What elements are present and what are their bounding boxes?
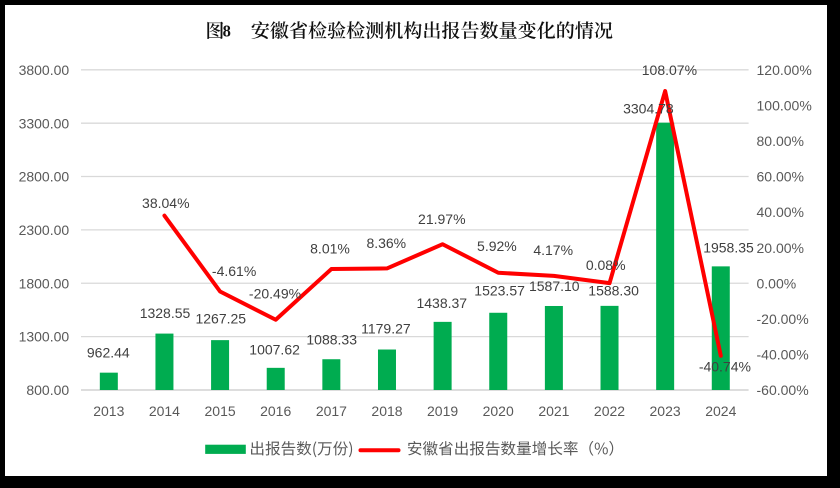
svg-text:2300.00: 2300.00 xyxy=(19,222,70,238)
svg-text:1438.37: 1438.37 xyxy=(416,295,467,311)
svg-text:3304.78: 3304.78 xyxy=(623,100,674,116)
svg-text:1587.10: 1587.10 xyxy=(529,278,580,294)
svg-text:8.36%: 8.36% xyxy=(366,235,406,251)
svg-text:60.00%: 60.00% xyxy=(757,169,804,185)
svg-text:2021: 2021 xyxy=(538,403,569,419)
svg-text:1523.57: 1523.57 xyxy=(474,282,525,298)
svg-text:800.00: 800.00 xyxy=(26,382,69,398)
svg-text:5.92%: 5.92% xyxy=(477,238,517,254)
svg-text:-20.49%: -20.49% xyxy=(249,286,301,302)
svg-text:2020: 2020 xyxy=(483,403,514,419)
svg-text:1088.33: 1088.33 xyxy=(306,332,357,348)
svg-text:1958.35: 1958.35 xyxy=(703,240,754,256)
svg-text:2018: 2018 xyxy=(371,403,402,419)
svg-text:2023: 2023 xyxy=(650,403,681,419)
svg-text:20.00%: 20.00% xyxy=(757,240,804,256)
svg-text:1800.00: 1800.00 xyxy=(19,275,70,291)
svg-text:2014: 2014 xyxy=(149,403,180,419)
svg-text:1179.27: 1179.27 xyxy=(361,321,411,337)
svg-text:-60.00%: -60.00% xyxy=(757,382,809,398)
svg-text:-40.74%: -40.74% xyxy=(699,359,751,375)
svg-text:4.17%: 4.17% xyxy=(533,242,573,258)
svg-text:8: 8 xyxy=(223,22,231,41)
svg-text:1588.30: 1588.30 xyxy=(588,282,639,298)
svg-text:120.00%: 120.00% xyxy=(757,62,812,78)
svg-text:3800.00: 3800.00 xyxy=(19,62,70,78)
svg-text:38.04%: 38.04% xyxy=(142,195,189,211)
svg-text:80.00%: 80.00% xyxy=(757,133,804,149)
svg-text:962.44: 962.44 xyxy=(87,345,130,361)
svg-text:2016: 2016 xyxy=(260,403,291,419)
svg-text:-40.00%: -40.00% xyxy=(757,347,809,363)
svg-text:1328.55: 1328.55 xyxy=(140,305,191,321)
svg-text:8.01%: 8.01% xyxy=(310,240,350,256)
svg-text:100.00%: 100.00% xyxy=(757,98,812,114)
svg-text:0.08%: 0.08% xyxy=(586,257,626,273)
svg-text:1007.62: 1007.62 xyxy=(249,342,300,358)
svg-text:2800.00: 2800.00 xyxy=(19,169,70,185)
svg-text:2024: 2024 xyxy=(705,403,736,419)
svg-text:1267.25: 1267.25 xyxy=(195,311,246,327)
svg-text:3300.00: 3300.00 xyxy=(19,115,70,131)
svg-text:2013: 2013 xyxy=(93,403,124,419)
svg-text:2015: 2015 xyxy=(205,403,236,419)
svg-text:0.00%: 0.00% xyxy=(757,275,797,291)
svg-text:-4.61%: -4.61% xyxy=(212,263,256,279)
svg-text:1300.00: 1300.00 xyxy=(19,329,70,345)
svg-text:2017: 2017 xyxy=(316,403,347,419)
svg-text:-20.00%: -20.00% xyxy=(757,311,809,327)
svg-text:40.00%: 40.00% xyxy=(757,204,804,220)
svg-text:2022: 2022 xyxy=(594,403,625,419)
svg-text:2019: 2019 xyxy=(427,403,458,419)
svg-text:21.97%: 21.97% xyxy=(418,211,465,227)
svg-text:108.07%: 108.07% xyxy=(642,62,697,78)
